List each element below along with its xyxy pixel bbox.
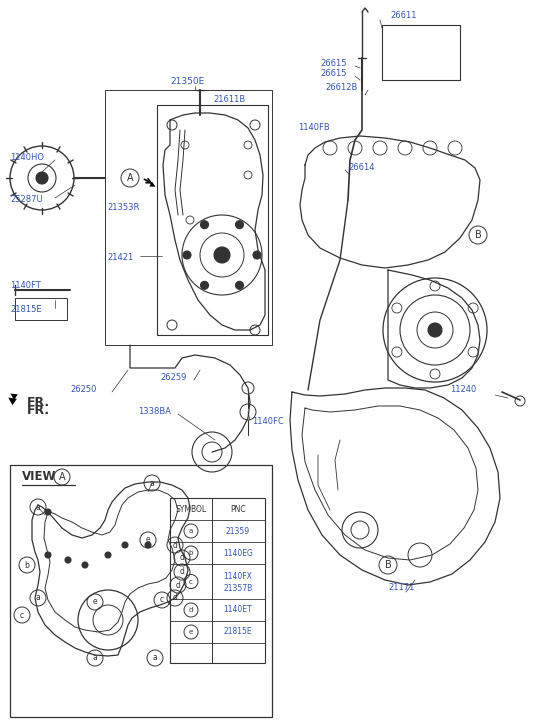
Circle shape	[201, 221, 208, 229]
Text: 21611B: 21611B	[213, 95, 245, 105]
Text: 11240: 11240	[450, 385, 476, 395]
Text: a: a	[189, 528, 193, 534]
Text: a: a	[93, 654, 97, 662]
Circle shape	[65, 557, 71, 563]
Text: 26611: 26611	[390, 12, 417, 20]
Text: 26614: 26614	[348, 164, 374, 172]
Text: SYMBOL: SYMBOL	[175, 505, 207, 513]
Text: 21815E: 21815E	[10, 305, 42, 315]
Circle shape	[253, 251, 261, 259]
Text: 26250: 26250	[70, 385, 96, 395]
Text: FR.: FR.	[27, 403, 50, 417]
Text: e: e	[189, 629, 193, 635]
Text: d: d	[189, 607, 193, 613]
Circle shape	[145, 542, 151, 548]
Text: 26615: 26615	[320, 60, 346, 68]
Text: e: e	[146, 536, 150, 545]
Text: A: A	[127, 173, 133, 183]
Circle shape	[201, 281, 208, 289]
Circle shape	[45, 509, 51, 515]
Text: a: a	[36, 502, 41, 512]
Circle shape	[235, 221, 243, 229]
Bar	[170, 498, 265, 663]
Circle shape	[45, 552, 51, 558]
Text: e: e	[93, 598, 97, 606]
Text: 26615: 26615	[320, 70, 346, 79]
Bar	[15, 298, 67, 320]
Circle shape	[36, 172, 48, 184]
Text: 21171: 21171	[388, 584, 414, 593]
Text: d: d	[176, 580, 181, 590]
Text: 26259: 26259	[160, 374, 187, 382]
Text: b: b	[189, 550, 193, 556]
Text: 25287U: 25287U	[10, 196, 43, 204]
Circle shape	[122, 542, 128, 548]
Text: 21353R: 21353R	[107, 204, 140, 212]
Text: 21350E: 21350E	[170, 78, 204, 87]
Text: c: c	[160, 595, 164, 604]
Text: FR.: FR.	[27, 396, 50, 409]
Text: c: c	[189, 579, 193, 585]
Text: 1140HO: 1140HO	[10, 153, 44, 161]
Text: a: a	[36, 593, 41, 603]
Text: 1140FC: 1140FC	[252, 417, 283, 427]
Text: d: d	[173, 540, 177, 550]
Bar	[382, 25, 460, 80]
Text: B: B	[474, 230, 481, 240]
Circle shape	[82, 562, 88, 568]
Text: VIEW: VIEW	[22, 470, 56, 483]
Bar	[105, 90, 272, 345]
Text: 21359: 21359	[226, 526, 250, 536]
Text: d: d	[173, 593, 177, 603]
Text: 21357B: 21357B	[223, 584, 253, 593]
Text: 26612B: 26612B	[325, 84, 358, 92]
Text: b: b	[24, 561, 29, 569]
Text: d: d	[180, 568, 184, 577]
Text: a: a	[150, 478, 154, 488]
Circle shape	[428, 323, 442, 337]
Text: 1338BA: 1338BA	[138, 408, 171, 417]
Text: B: B	[385, 560, 391, 570]
Circle shape	[235, 281, 243, 289]
Text: 21421: 21421	[107, 254, 133, 262]
Bar	[10, 465, 272, 717]
Text: d: d	[180, 553, 184, 563]
Circle shape	[183, 251, 191, 259]
Text: PNC: PNC	[230, 505, 246, 513]
Text: 1140FX: 1140FX	[223, 572, 253, 581]
Text: A: A	[58, 472, 65, 482]
Text: 1140ET: 1140ET	[223, 606, 252, 614]
Text: 21815E: 21815E	[223, 627, 252, 637]
Text: 1140FB: 1140FB	[298, 124, 330, 132]
Text: 1140FT: 1140FT	[10, 281, 41, 289]
Text: c: c	[20, 611, 24, 619]
Text: 1140EG: 1140EG	[223, 548, 253, 558]
Circle shape	[214, 247, 230, 263]
Text: a: a	[153, 654, 157, 662]
Circle shape	[105, 552, 111, 558]
